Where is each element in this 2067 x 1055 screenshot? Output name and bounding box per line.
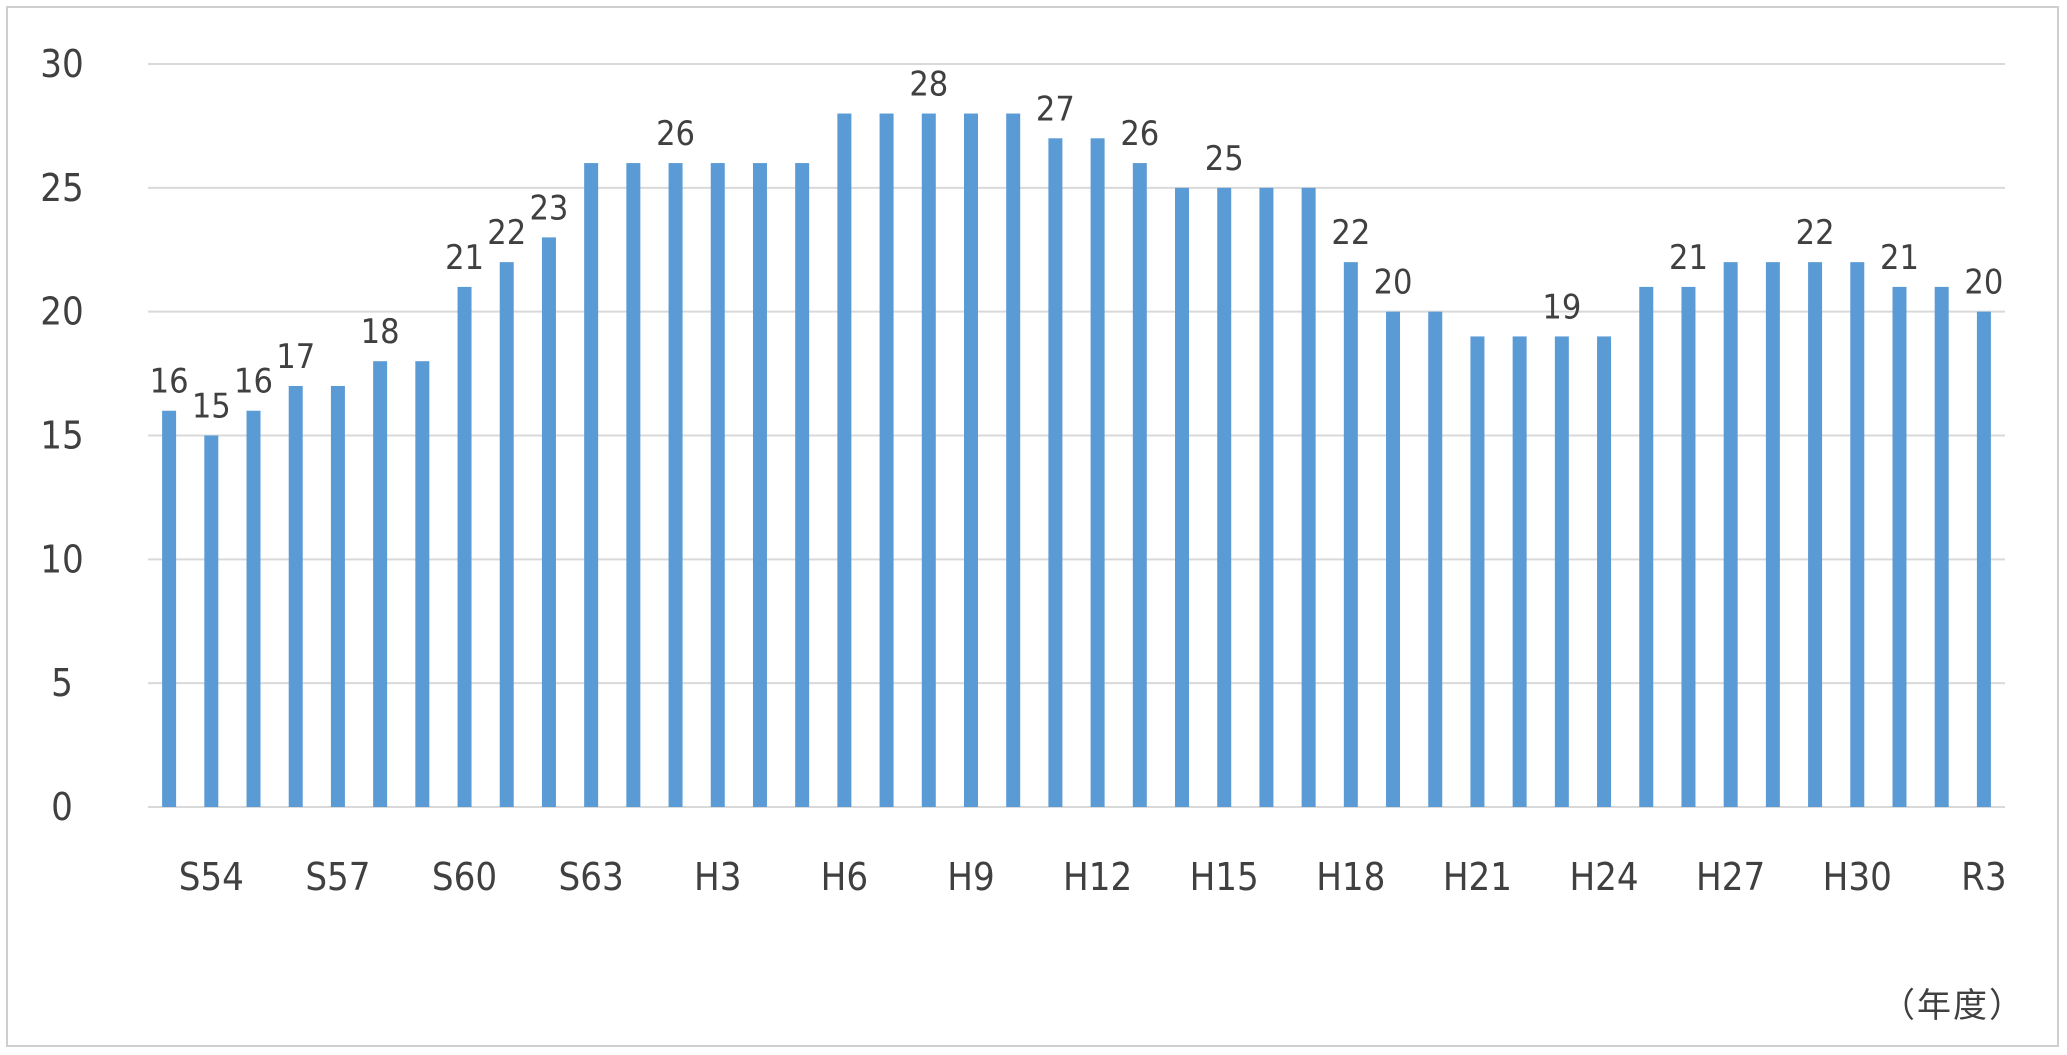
data-label: 22 <box>487 213 526 253</box>
gridlines <box>148 63 2005 808</box>
x-tick-label: H30 <box>1823 855 1892 899</box>
bar-h3 <box>668 163 683 808</box>
x-tick-label: H27 <box>1696 855 1765 899</box>
data-label: 21 <box>445 238 484 278</box>
bar-r1 <box>1850 262 1865 808</box>
data-label: 20 <box>1374 263 1413 303</box>
data-label: 22 <box>1331 213 1370 253</box>
bar-h10 <box>963 113 978 808</box>
data-label: 22 <box>1796 213 1835 253</box>
bar-h7 <box>837 113 852 808</box>
bar-h28 <box>1723 262 1738 808</box>
data-label: 28 <box>909 65 948 105</box>
bar-h27 <box>1681 286 1696 807</box>
bar-s58 <box>330 385 345 807</box>
data-label: 25 <box>1205 139 1244 179</box>
bars <box>162 113 1991 808</box>
bar-h23 <box>1512 336 1527 807</box>
bar-h20 <box>1386 311 1401 807</box>
y-tick-label: 25 <box>40 166 84 210</box>
bar-h25 <box>1597 336 1612 807</box>
bar-s54 <box>162 410 177 807</box>
data-label: 19 <box>1542 287 1581 327</box>
bar-h26 <box>1639 286 1654 807</box>
y-tick-label: 0 <box>51 785 73 829</box>
data-label: 27 <box>1036 89 1075 129</box>
x-tick-label: R3 <box>1961 855 2007 899</box>
bar-h19 <box>1343 262 1358 808</box>
bar-s56 <box>246 410 261 807</box>
bar-s63 <box>541 237 556 807</box>
bar-h2 <box>626 163 641 808</box>
bar-r2 <box>1892 286 1907 807</box>
x-tick-label: H6 <box>821 855 868 899</box>
data-label: 23 <box>529 188 568 228</box>
bar-h1 <box>584 163 599 808</box>
x-axis-ticks: S54 S57 S60 S63 H3 H6 H9 H12 H15 H18 H21 H24 H27 H30 R… <box>179 855 2007 899</box>
y-tick-label: 5 <box>51 661 73 705</box>
y-tick-label: 10 <box>40 537 84 581</box>
bar-h14 <box>1132 163 1147 808</box>
bar-h29 <box>1765 262 1780 808</box>
bar-s59 <box>373 361 388 807</box>
x-tick-label: H15 <box>1190 855 1259 899</box>
x-tick-label: H12 <box>1063 855 1132 899</box>
y-tick-label: 15 <box>40 414 84 458</box>
bar-h4 <box>710 163 725 808</box>
x-tick-label: S54 <box>179 855 244 899</box>
bar-r4 <box>1976 311 1991 807</box>
x-tick-label: H9 <box>947 855 994 899</box>
data-label: 17 <box>276 337 315 377</box>
data-label: 15 <box>192 387 231 427</box>
bar-h5 <box>752 163 767 808</box>
x-tick-label: H24 <box>1569 855 1638 899</box>
data-label: 21 <box>1669 238 1708 278</box>
data-label: 21 <box>1880 238 1919 278</box>
bar-h22 <box>1470 336 1485 807</box>
bar-h24 <box>1554 336 1569 807</box>
bar-s57 <box>288 385 303 807</box>
x-tick-label: S60 <box>432 855 497 899</box>
bar-h15 <box>1175 187 1190 808</box>
data-label: 26 <box>1120 114 1159 154</box>
data-label: 20 <box>1964 263 2003 303</box>
x-tick-label: H18 <box>1316 855 1385 899</box>
bar-h9 <box>921 113 936 808</box>
bar-h18 <box>1301 187 1316 808</box>
bar-h13 <box>1090 138 1105 808</box>
bar-h16 <box>1217 187 1232 808</box>
x-tick-label: S57 <box>305 855 370 899</box>
y-tick-label: 20 <box>40 290 84 334</box>
x-tick-label: H21 <box>1443 855 1512 899</box>
bar-r3 <box>1934 286 1949 807</box>
bar-s62 <box>499 262 514 808</box>
bar-h6 <box>795 163 810 808</box>
data-label: 18 <box>361 312 400 352</box>
x-tick-label: H3 <box>694 855 741 899</box>
bar-h12 <box>1048 138 1063 808</box>
bar-h8 <box>879 113 894 808</box>
x-axis-unit-label: （年度） <box>1881 986 2025 1026</box>
bar-h17 <box>1259 187 1274 808</box>
chart-frame <box>6 6 2059 1047</box>
bar-s60 <box>415 361 430 807</box>
x-tick-label: S63 <box>559 855 624 899</box>
data-label: 16 <box>150 362 189 402</box>
bar-s61 <box>457 286 472 807</box>
data-label: 16 <box>234 362 273 402</box>
data-label: 26 <box>656 114 695 154</box>
bar-s55 <box>204 435 219 807</box>
bar-h11 <box>1006 113 1021 808</box>
bar-h30 <box>1808 262 1823 808</box>
y-axis-ticks: 0 5 10 15 20 25 30 <box>40 42 84 829</box>
y-tick-label: 30 <box>40 42 84 86</box>
bar-h21 <box>1428 311 1443 807</box>
